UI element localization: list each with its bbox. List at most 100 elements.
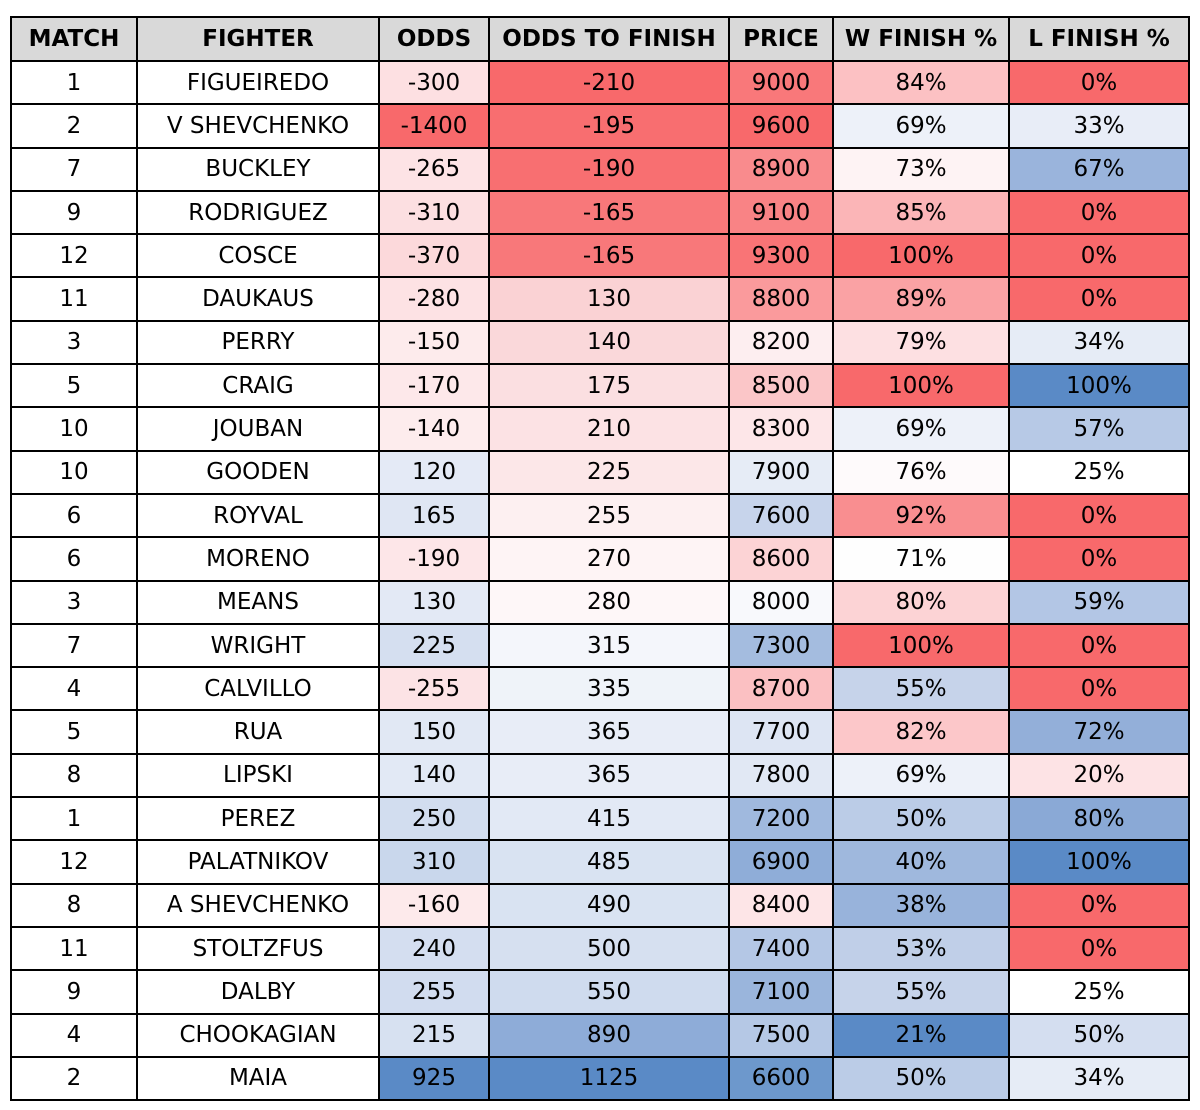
price-cell: 8500 <box>728 363 834 409</box>
w-finish-cell: 89% <box>832 276 1010 322</box>
odds-to-finish-cell: 315 <box>488 622 730 669</box>
w-finish-cell: 69% <box>832 406 1010 452</box>
price-cell: 7900 <box>728 449 834 495</box>
fighter-cell: STOLTZFUS <box>136 925 380 972</box>
l-finish-cell: 50% <box>1008 1012 1190 1058</box>
match-cell: 4 <box>10 1012 138 1058</box>
fighter-cell: CRAIG <box>136 363 380 409</box>
odds-to-finish-cell: -190 <box>488 146 730 192</box>
l-finish-cell: 80% <box>1008 796 1190 842</box>
match-cell: 8 <box>10 752 138 799</box>
price-cell: 8800 <box>728 276 834 322</box>
odds-to-finish-cell: -165 <box>488 189 730 236</box>
odds-to-finish-cell: -195 <box>488 103 730 149</box>
odds-cell: 215 <box>378 1012 490 1058</box>
l-finish-cell: 67% <box>1008 146 1190 192</box>
l-finish-cell: 59% <box>1008 579 1190 625</box>
price-cell: 8200 <box>728 319 834 366</box>
w-finish-cell: 82% <box>832 709 1010 755</box>
price-cell: 7400 <box>728 925 834 972</box>
l-finish-cell: 25% <box>1008 969 1190 1015</box>
w-finish-cell: 73% <box>832 146 1010 192</box>
fighter-cell: COSCE <box>136 233 380 279</box>
table-row: 4 CHOOKAGIAN 215 890 7500 21% 50% <box>10 1012 1190 1058</box>
w-finish-cell: 55% <box>832 666 1010 712</box>
price-cell: 9300 <box>728 233 834 279</box>
w-finish-cell: 55% <box>832 969 1010 1015</box>
header-match: MATCH <box>10 16 138 62</box>
table-row: 7 WRIGHT 225 315 7300 100% 0% <box>10 622 1190 669</box>
table-row: 12 COSCE -370 -165 9300 100% 0% <box>10 233 1190 279</box>
fighter-odds-table: MATCH FIGHTER ODDS ODDS TO FINISH PRICE … <box>10 16 1190 1102</box>
match-cell: 10 <box>10 406 138 452</box>
odds-cell: -310 <box>378 189 490 236</box>
header-odds-to-finish: ODDS TO FINISH <box>488 16 730 62</box>
match-cell: 12 <box>10 233 138 279</box>
header-odds: ODDS <box>378 16 490 62</box>
fighter-cell: JOUBAN <box>136 406 380 452</box>
price-cell: 7600 <box>728 492 834 539</box>
price-cell: 6900 <box>728 839 834 885</box>
table-row: 9 DALBY 255 550 7100 55% 25% <box>10 969 1190 1015</box>
odds-cell: 140 <box>378 752 490 799</box>
odds-cell: -140 <box>378 406 490 452</box>
match-cell: 6 <box>10 492 138 539</box>
header-row: MATCH FIGHTER ODDS ODDS TO FINISH PRICE … <box>10 16 1190 62</box>
w-finish-cell: 50% <box>832 1055 1010 1102</box>
header-l-finish: L FINISH % <box>1008 16 1190 62</box>
odds-cell: -370 <box>378 233 490 279</box>
match-cell: 1 <box>10 59 138 106</box>
fighter-cell: CHOOKAGIAN <box>136 1012 380 1058</box>
table-row: 11 DAUKAUS -280 130 8800 89% 0% <box>10 276 1190 322</box>
fighter-cell: MAIA <box>136 1055 380 1102</box>
odds-to-finish-cell: -210 <box>488 59 730 106</box>
match-cell: 7 <box>10 146 138 192</box>
price-cell: 8000 <box>728 579 834 625</box>
odds-cell: -170 <box>378 363 490 409</box>
odds-cell: 250 <box>378 796 490 842</box>
w-finish-cell: 85% <box>832 189 1010 236</box>
l-finish-cell: 0% <box>1008 622 1190 669</box>
table-row: 11 STOLTZFUS 240 500 7400 53% 0% <box>10 925 1190 972</box>
table-row: 10 GOODEN 120 225 7900 76% 25% <box>10 449 1190 495</box>
odds-to-finish-cell: 210 <box>488 406 730 452</box>
fighter-cell: A SHEVCHENKO <box>136 882 380 928</box>
odds-to-finish-cell: -165 <box>488 233 730 279</box>
odds-to-finish-cell: 365 <box>488 709 730 755</box>
odds-to-finish-cell: 490 <box>488 882 730 928</box>
l-finish-cell: 0% <box>1008 925 1190 972</box>
fighter-cell: DAUKAUS <box>136 276 380 322</box>
match-cell: 4 <box>10 666 138 712</box>
match-cell: 11 <box>10 276 138 322</box>
l-finish-cell: 0% <box>1008 59 1190 106</box>
match-cell: 3 <box>10 579 138 625</box>
table-row: 6 ROYVAL 165 255 7600 92% 0% <box>10 492 1190 539</box>
price-cell: 8700 <box>728 666 834 712</box>
l-finish-cell: 0% <box>1008 492 1190 539</box>
w-finish-cell: 100% <box>832 233 1010 279</box>
price-cell: 8600 <box>728 536 834 582</box>
fighter-cell: FIGUEIREDO <box>136 59 380 106</box>
price-cell: 6600 <box>728 1055 834 1102</box>
odds-cell: 225 <box>378 622 490 669</box>
odds-to-finish-cell: 500 <box>488 925 730 972</box>
odds-cell: 150 <box>378 709 490 755</box>
w-finish-cell: 71% <box>832 536 1010 582</box>
match-cell: 5 <box>10 363 138 409</box>
l-finish-cell: 0% <box>1008 276 1190 322</box>
odds-to-finish-cell: 415 <box>488 796 730 842</box>
match-cell: 11 <box>10 925 138 972</box>
match-cell: 2 <box>10 1055 138 1102</box>
table-row: 4 CALVILLO -255 335 8700 55% 0% <box>10 666 1190 712</box>
fighter-cell: PERRY <box>136 319 380 366</box>
price-cell: 7800 <box>728 752 834 799</box>
w-finish-cell: 80% <box>832 579 1010 625</box>
match-cell: 2 <box>10 103 138 149</box>
price-cell: 7700 <box>728 709 834 755</box>
price-cell: 9000 <box>728 59 834 106</box>
match-cell: 7 <box>10 622 138 669</box>
fighter-cell: WRIGHT <box>136 622 380 669</box>
odds-to-finish-cell: 255 <box>488 492 730 539</box>
w-finish-cell: 76% <box>832 449 1010 495</box>
